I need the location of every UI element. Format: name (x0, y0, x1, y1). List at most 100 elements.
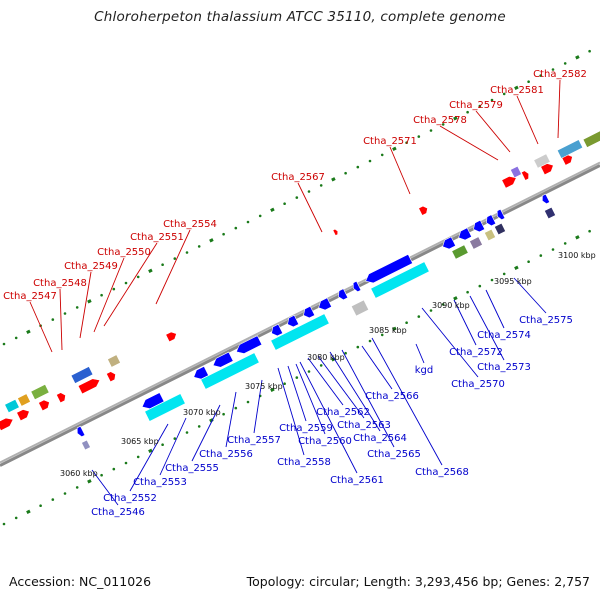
gene-label: Ctha_2552 (103, 493, 157, 504)
gene-label: Ctha_2548 (33, 278, 87, 289)
reverse-gene-10 (365, 253, 413, 284)
reverse-block-2546 (81, 439, 91, 451)
minor-tick (490, 98, 494, 102)
forward-gene-4 (77, 378, 101, 395)
gene-label: Ctha_2568 (415, 467, 469, 478)
minor-tick (405, 141, 408, 144)
major-tick (148, 268, 153, 273)
reverse-gene-6 (303, 305, 316, 319)
scale-label: 3080 kbp (307, 353, 345, 362)
minor-tick (539, 254, 543, 257)
leader-line (329, 351, 381, 432)
minor-tick (441, 123, 445, 126)
forward-gene-3 (56, 392, 66, 404)
leader-line (421, 307, 479, 378)
minor-tick (405, 321, 408, 325)
forward-gene-2567-region (165, 331, 177, 343)
leader-line (371, 337, 443, 466)
forward-gene-1 (16, 409, 30, 422)
minor-tick (124, 281, 128, 285)
reverse-gene-15 (496, 208, 506, 221)
gene-label: Ctha_2567 (271, 172, 325, 183)
forward-block-1 (17, 393, 31, 407)
leader-line (225, 391, 237, 448)
minor-tick (246, 220, 250, 224)
minor-tick (14, 516, 18, 520)
minor-tick (246, 400, 250, 404)
major-tick (87, 299, 92, 304)
forward-gene-2578 (501, 176, 517, 189)
backbone-line-lower (0, 164, 600, 467)
minor-tick (136, 455, 140, 459)
forward-block-3 (70, 366, 94, 384)
minor-tick (319, 364, 323, 367)
scale-label: 3100 kbp (558, 251, 596, 260)
rna-block-1 (200, 352, 260, 390)
genome-backbone (0, 161, 600, 467)
leader-line (159, 417, 187, 476)
reverse-gene-1 (193, 365, 209, 380)
reverse-block-0 (451, 244, 469, 260)
reverse-gene-3 (235, 335, 263, 354)
gene-label: Ctha_2547 (3, 291, 57, 302)
minor-tick (75, 486, 79, 489)
reverse-gene-7 (318, 297, 333, 311)
reverse-gene-5 (287, 314, 300, 328)
leader-line (475, 110, 511, 153)
backbone-line-upper (0, 161, 600, 464)
minor-tick (551, 248, 555, 251)
gene-label: Ctha_2574 (477, 330, 531, 341)
forward-block-6 (533, 153, 551, 169)
forward-block-2 (30, 383, 50, 401)
minor-tick (234, 406, 238, 410)
major-tick (392, 326, 397, 331)
rna-block-0 (144, 393, 186, 422)
gene-label: Ctha_2581 (490, 85, 544, 96)
minor-tick (283, 382, 286, 386)
gene-label: Ctha_2582 (533, 69, 587, 80)
minor-tick (258, 214, 262, 218)
rna-block-3 (370, 261, 430, 299)
leader-line (91, 469, 119, 506)
gene-label: Ctha_2554 (163, 219, 217, 230)
minor-tick (588, 49, 591, 53)
minor-tick (319, 184, 323, 187)
minor-tick (466, 290, 469, 294)
reverse-gene-14 (486, 214, 497, 227)
scale-label: 3090 kbp (432, 301, 470, 310)
minor-tick (527, 80, 530, 83)
forward-block-7 (556, 139, 584, 159)
minor-tick (51, 318, 55, 321)
minor-tick (563, 242, 567, 245)
scale-label: 3095 kbp (494, 277, 532, 286)
leader-line (93, 257, 125, 333)
gene-label: Ctha_2559 (279, 423, 333, 434)
gene-label: Ctha_2561 (330, 475, 384, 486)
minor-tick (490, 278, 494, 282)
major-tick (331, 177, 336, 182)
forward-block-4 (107, 354, 121, 368)
minor-tick (344, 171, 347, 175)
major-tick (453, 116, 458, 121)
minor-tick (2, 522, 6, 526)
leader-line (129, 423, 169, 492)
minor-tick (429, 129, 433, 132)
accession-text: Accession: NC_011026 (9, 574, 152, 589)
gene-label: Ctha_2549 (64, 261, 118, 272)
scale-label: 3070 kbp (183, 408, 221, 417)
leader-line (361, 345, 393, 390)
major-tick (26, 329, 31, 334)
major-tick (514, 85, 519, 90)
minor-tick (417, 135, 421, 138)
leader-line (389, 146, 411, 195)
forward-block-0 (4, 398, 20, 414)
gene-label: Ctha_2555 (165, 463, 219, 474)
minor-tick (161, 263, 164, 267)
leader-line (29, 301, 53, 353)
forward-block-8 (582, 130, 600, 148)
forward-marker-2567 (332, 228, 339, 236)
minor-tick (295, 196, 299, 199)
gene-label: Ctha_2557 (227, 435, 281, 446)
scale-label: 3060 kbp (60, 469, 98, 478)
leader-line (439, 125, 499, 161)
